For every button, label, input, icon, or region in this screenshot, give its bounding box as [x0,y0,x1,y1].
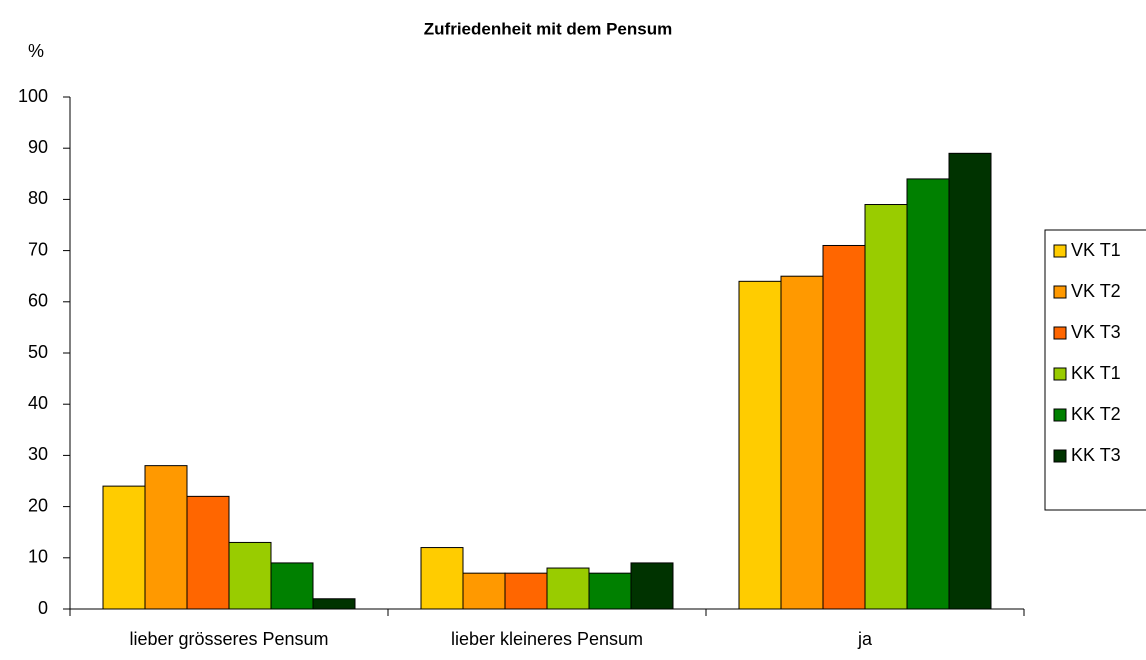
y-tick-label: 20 [28,495,48,515]
bar [462,572,506,610]
y-axis-label: % [28,41,44,61]
bar [546,567,590,610]
legend-label: VK T2 [1071,281,1121,301]
bar [864,204,908,610]
y-tick-label: 90 [28,137,48,157]
x-tick-label: lieber kleineres Pensum [451,629,643,649]
bar [102,485,146,610]
y-tick-label: 50 [28,342,48,362]
bar [186,495,230,610]
bar [630,562,674,610]
legend-swatch [1053,367,1067,381]
y-tick-label: 30 [28,444,48,464]
y-tick-label: 100 [18,86,48,106]
legend-label: KK T3 [1071,445,1121,465]
bar [948,152,992,610]
legend-label: VK T1 [1071,240,1121,260]
y-tick-label: 10 [28,547,48,567]
legend-swatch [1053,285,1067,299]
y-tick-label: 40 [28,393,48,413]
legend-label: KK T1 [1071,363,1121,383]
y-tick-label: 80 [28,188,48,208]
y-tick-label: 60 [28,291,48,311]
y-tick-label: 70 [28,239,48,259]
legend-swatch [1053,449,1067,463]
bar [144,465,188,610]
legend-label: KK T2 [1071,404,1121,424]
bar [738,280,782,610]
bar [588,572,632,610]
bar [270,562,314,610]
bar [822,244,866,610]
chart-title: Zufriedenheit mit dem Pensum [424,19,672,38]
bar [228,541,272,610]
bar [780,275,824,610]
legend-swatch [1053,244,1067,258]
bar [420,547,464,610]
bar [906,178,950,610]
bar [504,572,548,610]
legend-swatch [1053,326,1067,340]
bar [312,598,356,610]
x-tick-label: lieber grösseres Pensum [129,629,328,649]
y-tick-label: 0 [38,598,48,618]
legend-label: VK T3 [1071,322,1121,342]
legend-swatch [1053,408,1067,422]
x-tick-label: ja [857,629,873,649]
